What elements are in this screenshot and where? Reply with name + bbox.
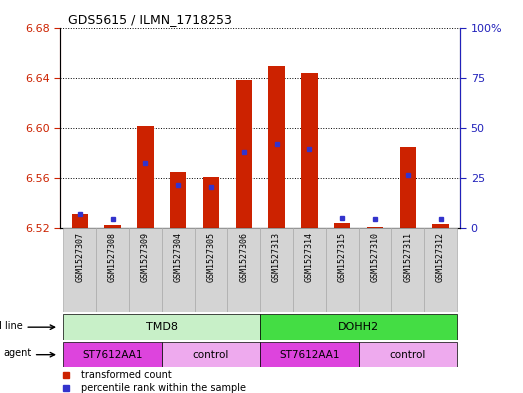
Text: GSM1527311: GSM1527311 — [403, 232, 412, 282]
Text: percentile rank within the sample: percentile rank within the sample — [81, 383, 246, 393]
Bar — [260, 342, 359, 367]
Text: cell line: cell line — [0, 321, 23, 331]
Bar — [268, 66, 285, 228]
Bar — [433, 224, 449, 228]
Bar — [63, 228, 96, 312]
Bar — [105, 226, 121, 228]
Bar — [228, 228, 260, 312]
Bar — [72, 214, 88, 228]
Text: GSM1527304: GSM1527304 — [174, 232, 183, 282]
Bar — [63, 314, 260, 340]
Bar — [203, 176, 219, 228]
Text: GSM1527313: GSM1527313 — [272, 232, 281, 282]
Text: GSM1527305: GSM1527305 — [207, 232, 215, 282]
Text: DOHH2: DOHH2 — [338, 322, 379, 332]
Bar — [359, 228, 391, 312]
Text: transformed count: transformed count — [81, 370, 172, 380]
Bar — [326, 228, 359, 312]
Bar — [162, 342, 260, 367]
Text: GSM1527314: GSM1527314 — [305, 232, 314, 282]
Bar — [424, 228, 457, 312]
Text: GSM1527315: GSM1527315 — [338, 232, 347, 282]
Text: GDS5615 / ILMN_1718253: GDS5615 / ILMN_1718253 — [68, 13, 232, 26]
Bar — [162, 228, 195, 312]
Text: control: control — [193, 350, 229, 360]
Bar — [400, 147, 416, 228]
Text: GSM1527312: GSM1527312 — [436, 232, 445, 282]
Bar — [359, 342, 457, 367]
Text: ST7612AA1: ST7612AA1 — [82, 350, 143, 360]
Text: ST7612AA1: ST7612AA1 — [279, 350, 339, 360]
Bar — [235, 80, 252, 228]
Text: GSM1527310: GSM1527310 — [370, 232, 380, 282]
Bar — [301, 73, 317, 228]
Bar — [129, 228, 162, 312]
Text: GSM1527308: GSM1527308 — [108, 232, 117, 282]
Text: control: control — [390, 350, 426, 360]
Bar — [334, 223, 350, 228]
Bar — [137, 127, 154, 228]
Bar — [96, 228, 129, 312]
Bar — [170, 172, 186, 228]
Text: GSM1527307: GSM1527307 — [75, 232, 84, 282]
Bar — [195, 228, 228, 312]
Text: GSM1527309: GSM1527309 — [141, 232, 150, 282]
Text: GSM1527306: GSM1527306 — [240, 232, 248, 282]
Bar — [391, 228, 424, 312]
Text: agent: agent — [3, 349, 31, 358]
Bar — [63, 342, 162, 367]
Bar — [367, 227, 383, 228]
Text: TMD8: TMD8 — [146, 322, 178, 332]
Bar — [260, 314, 457, 340]
Bar — [293, 228, 326, 312]
Bar — [260, 228, 293, 312]
